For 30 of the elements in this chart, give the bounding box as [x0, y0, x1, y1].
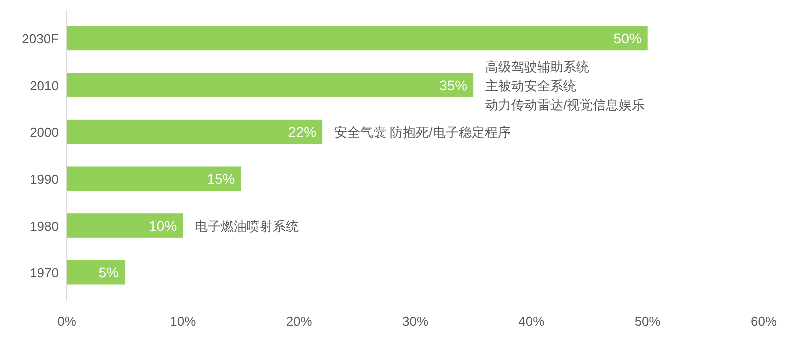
x-tick-label: 20% [286, 314, 313, 329]
bar [67, 166, 242, 192]
x-tick-label: 0% [58, 314, 77, 329]
data-label: 10% [149, 218, 178, 234]
bar [67, 260, 126, 285]
y-tick-label: 1980 [30, 218, 59, 234]
y-tick-label: 2000 [30, 125, 59, 140]
y-tick-label: 1970 [30, 266, 59, 281]
bar [67, 73, 474, 98]
data-label: 22% [288, 124, 317, 140]
x-tick-label: 10% [170, 314, 197, 329]
annotation: 主被动安全系统 [486, 78, 577, 94]
annotation: 动力传动雷达/视觉信息娱乐 [486, 97, 646, 112]
x-tick-label: 50% [634, 314, 662, 329]
x-tick-label: 30% [402, 314, 429, 329]
bar [67, 26, 648, 51]
y-tick-label: 2010 [30, 78, 59, 94]
y-tick-label: 2030F [22, 31, 60, 46]
annotation: 安全气囊 防抱死/电子稳定程序 [334, 125, 511, 140]
x-tick-label: 40% [518, 314, 546, 329]
data-label: 35% [440, 77, 468, 94]
annotation: 高级驾驶辅助系统 [486, 59, 590, 74]
data-label: 5% [98, 264, 120, 281]
y-tick-label: 1990 [30, 172, 59, 187]
x-tick-label: 60% [750, 314, 778, 329]
bar [67, 120, 323, 144]
annotation: 电子燃油喷射系统 [195, 218, 300, 234]
data-label: 15% [207, 170, 236, 187]
bar [67, 214, 184, 238]
data-label: 50% [614, 30, 642, 46]
